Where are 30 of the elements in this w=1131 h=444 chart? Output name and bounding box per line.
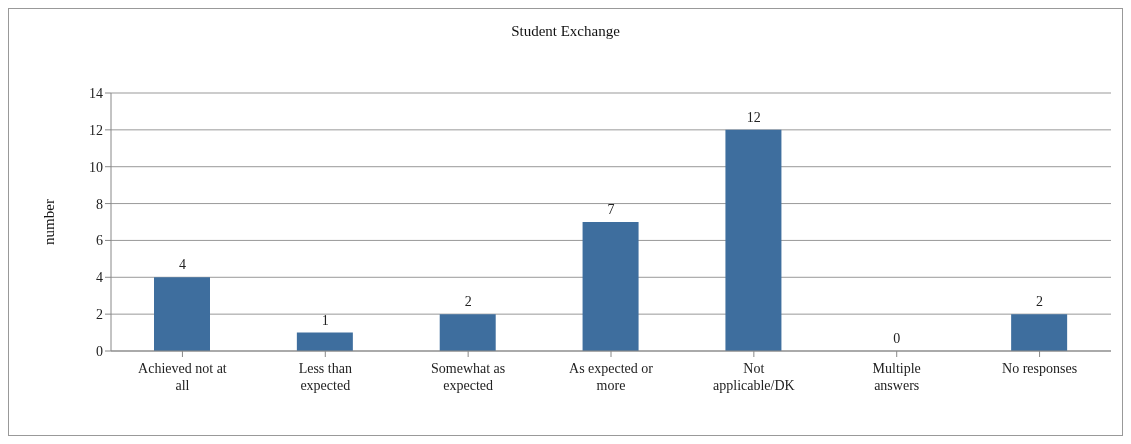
x-tick-label: As expected or more [569, 361, 654, 393]
y-tick-label: 10 [89, 159, 103, 175]
y-tick-label: 8 [96, 196, 103, 212]
data-label: 12 [746, 109, 761, 125]
data-label: 2 [1036, 294, 1044, 310]
bar [296, 332, 353, 351]
x-tick-label: Multiple answers [872, 361, 921, 393]
y-tick-label: 14 [89, 85, 103, 101]
y-axis-title: number [41, 199, 58, 245]
y-tick-label: 6 [96, 233, 103, 249]
y-tick-label: 4 [96, 270, 103, 286]
data-label: 4 [178, 257, 186, 273]
bar [582, 222, 639, 351]
y-tick-label: 12 [89, 122, 103, 138]
data-label: 7 [607, 202, 615, 217]
chart-title: Student Exchange [510, 23, 621, 40]
y-tick-label: 2 [96, 307, 103, 323]
x-tick-label: Not applicable/DK [713, 361, 795, 393]
data-label: 0 [893, 331, 901, 346]
x-tick-label: Achieved not at all [138, 361, 227, 393]
bar [1011, 314, 1068, 351]
x-tick-label: Less than expected [298, 361, 352, 393]
bar [154, 277, 210, 351]
data-label: 2 [464, 294, 472, 310]
bar [725, 129, 782, 351]
x-tick-label: No responses [1002, 361, 1078, 376]
y-tick-label: 0 [96, 343, 103, 359]
x-tick-label: Somewhat as expected [431, 361, 506, 393]
bar [439, 314, 496, 351]
data-label: 1 [321, 312, 329, 328]
